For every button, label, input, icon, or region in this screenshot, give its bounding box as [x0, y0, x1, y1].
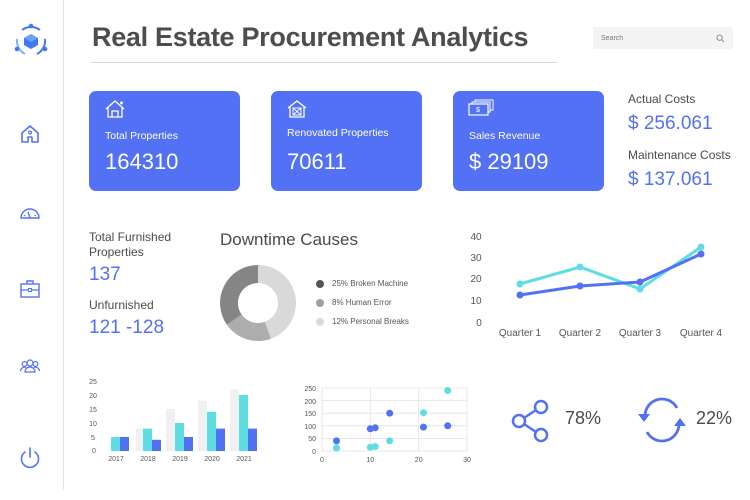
unfurnished-value: 121 -128	[89, 317, 165, 338]
card-label: Total Properties	[105, 130, 178, 142]
title-divider	[90, 62, 558, 63]
search-box[interactable]	[593, 27, 733, 49]
svg-text:250: 250	[304, 386, 316, 393]
legend-item-broken-machine: 25% Broken Machine	[316, 279, 408, 288]
svg-text:2018: 2018	[140, 456, 156, 463]
sidebar-item-portfolio[interactable]	[14, 273, 46, 305]
page-title: Real Estate Procurement Analytics	[92, 22, 529, 52]
svg-text:50: 50	[308, 436, 316, 443]
legend-dot	[316, 279, 324, 288]
svg-text:0: 0	[312, 449, 316, 456]
quarterly-line-chart: 40 30 20 10 0 Quarter 1 Quarter 2 Quarte…	[470, 232, 723, 339]
svg-text:0: 0	[320, 457, 324, 464]
power-icon	[20, 447, 40, 469]
yearly-bar-chart: 25 20 15 10 5 0 2017 2018 2019 2020 2021	[89, 379, 257, 463]
card-label: Sales Revenue	[469, 130, 541, 142]
svg-text:150: 150	[304, 411, 316, 418]
card-value: 70611	[287, 149, 347, 174]
legend-dot	[316, 298, 324, 307]
furnished-label: Total Furnished Properties	[89, 230, 172, 259]
card-total-properties: Total Properties 164310	[89, 91, 240, 191]
downtime-title: Downtime Causes	[220, 230, 358, 249]
sidebar	[0, 0, 64, 490]
svg-text:Quarter 2: Quarter 2	[559, 328, 602, 339]
actual-costs-value: $ 256.061	[628, 113, 713, 134]
svg-text:Quarter 3: Quarter 3	[619, 328, 662, 339]
actual-costs-label: Actual Costs	[628, 92, 696, 106]
svg-text:30: 30	[463, 457, 471, 464]
svg-text:20: 20	[470, 274, 482, 285]
svg-text:10: 10	[470, 296, 482, 307]
scatter-chart: 250 200 150 100 50 0 0 10 20 30	[304, 386, 471, 464]
svg-text:0: 0	[92, 448, 96, 455]
svg-text:2021: 2021	[236, 456, 252, 463]
legend-item-human-error: 8% Human Error	[316, 298, 392, 307]
logo-icon[interactable]	[12, 22, 50, 60]
card-value: $ 29109	[469, 149, 549, 174]
search-icon[interactable]	[716, 33, 725, 43]
house-icon	[105, 100, 125, 118]
downtime-donut-chart	[220, 265, 296, 341]
card-renovated-properties: Renovated Properties 70611	[271, 91, 422, 191]
renovation-house-icon	[287, 100, 307, 118]
svg-text:20: 20	[89, 393, 97, 400]
svg-text:2020: 2020	[204, 456, 220, 463]
svg-text:2019: 2019	[172, 456, 188, 463]
briefcase-icon	[20, 280, 40, 298]
svg-text:40: 40	[470, 232, 482, 243]
svg-text:$: $	[476, 107, 480, 114]
card-sales-revenue: $ Sales Revenue $ 29109	[453, 91, 604, 191]
sidebar-item-dashboard[interactable]	[14, 196, 46, 228]
svg-text:2017: 2017	[108, 456, 124, 463]
users-icon	[19, 359, 41, 373]
svg-text:15: 15	[89, 407, 97, 414]
svg-text:20: 20	[415, 457, 423, 464]
share-value: 78%	[565, 408, 602, 428]
svg-text:200: 200	[304, 399, 316, 406]
cash-icon: $	[468, 99, 494, 116]
svg-text:0: 0	[476, 318, 482, 329]
svg-text:10: 10	[89, 421, 97, 428]
maintenance-costs-value: $ 137.061	[628, 169, 713, 190]
card-value: 164310	[105, 149, 179, 174]
svg-text:Quarter 4: Quarter 4	[680, 328, 723, 339]
refresh-value: 22%	[696, 408, 733, 428]
svg-text:25: 25	[89, 379, 97, 386]
home-icon	[21, 125, 39, 143]
svg-text:Quarter 1: Quarter 1	[499, 328, 542, 339]
search-input[interactable]	[601, 34, 716, 42]
sidebar-item-team[interactable]	[14, 350, 46, 382]
legend-item-personal-breaks: 12% Personal Breaks	[316, 317, 409, 326]
refresh-icon[interactable]	[636, 397, 688, 443]
share-icon[interactable]	[510, 398, 552, 444]
sidebar-item-home[interactable]	[14, 118, 46, 150]
unfurnished-label: Unfurnished	[89, 298, 154, 312]
dashboard-gauge-icon	[20, 208, 40, 219]
legend-dot	[316, 317, 324, 326]
sidebar-item-logout[interactable]	[14, 442, 46, 474]
svg-text:5: 5	[91, 435, 95, 442]
card-label: Renovated Properties	[287, 127, 389, 139]
furnished-value: 137	[89, 264, 121, 285]
svg-text:10: 10	[366, 457, 374, 464]
svg-text:100: 100	[304, 424, 316, 431]
maintenance-costs-label: Maintenance Costs	[628, 148, 731, 162]
svg-text:30: 30	[470, 253, 482, 264]
